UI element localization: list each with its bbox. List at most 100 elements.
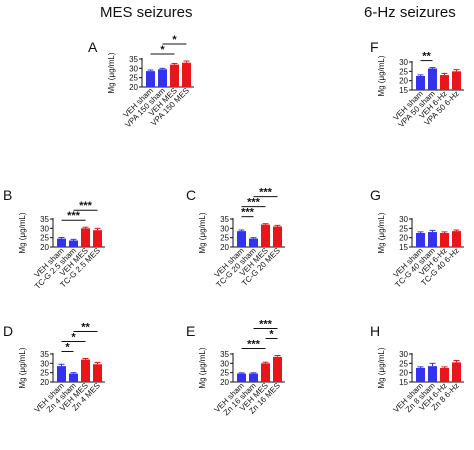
significance-label: * bbox=[160, 44, 165, 56]
y-axis-label: Mg (μg/mL) bbox=[198, 347, 207, 388]
y-tick-label: 15 bbox=[399, 378, 408, 387]
y-tick-label: 35 bbox=[40, 215, 49, 224]
panel-letter: G bbox=[370, 187, 381, 203]
bar-4 bbox=[93, 230, 102, 247]
y-tick-label: 30 bbox=[220, 224, 229, 233]
y-axis-label: Mg (μg/mL) bbox=[107, 52, 116, 93]
bar-3 bbox=[440, 368, 449, 382]
y-tick-label: 25 bbox=[399, 67, 408, 76]
significance-label: *** bbox=[259, 318, 273, 330]
panel-letter: E bbox=[186, 323, 195, 339]
bar-4 bbox=[452, 231, 461, 247]
significance-label: *** bbox=[67, 210, 81, 222]
bar-1 bbox=[146, 71, 155, 87]
bar-4 bbox=[182, 62, 191, 87]
bar-4 bbox=[452, 362, 461, 382]
y-tick-label: 25 bbox=[399, 359, 408, 368]
y-tick-label: 20 bbox=[220, 378, 229, 387]
significance-label: *** bbox=[247, 197, 261, 209]
y-tick-label: 20 bbox=[220, 243, 229, 252]
significance-label: * bbox=[269, 328, 274, 340]
bar-4 bbox=[273, 356, 282, 382]
y-tick-label: 25 bbox=[40, 369, 49, 378]
y-axis-label: Mg (μg/mL) bbox=[18, 347, 27, 388]
significance-label: * bbox=[65, 341, 70, 353]
y-axis-label: Mg (μg/mL) bbox=[377, 55, 386, 96]
y-tick-label: 15 bbox=[399, 86, 408, 95]
bar-1 bbox=[416, 233, 425, 247]
panel-letter: C bbox=[186, 187, 196, 203]
significance-label: ** bbox=[422, 51, 431, 63]
section-title-6hz: 6-Hz seizures bbox=[364, 4, 456, 21]
bar-1 bbox=[237, 373, 246, 382]
y-tick-label: 30 bbox=[399, 58, 408, 67]
panel-letter: A bbox=[88, 39, 98, 55]
bar-2 bbox=[249, 238, 258, 247]
y-tick-label: 20 bbox=[399, 234, 408, 243]
bar-3 bbox=[261, 224, 270, 247]
y-axis-label: Mg (μg/mL) bbox=[198, 212, 207, 253]
bar-1 bbox=[57, 366, 66, 382]
bar-2 bbox=[428, 232, 437, 247]
significance-label: *** bbox=[247, 338, 261, 350]
bar-3 bbox=[81, 359, 90, 382]
bar-2 bbox=[428, 366, 437, 382]
significance-label: * bbox=[172, 34, 177, 46]
y-tick-label: 30 bbox=[40, 359, 49, 368]
y-tick-label: 20 bbox=[40, 243, 49, 252]
bar-2 bbox=[69, 373, 78, 382]
y-axis-label: Mg (μg/mL) bbox=[18, 212, 27, 253]
y-tick-label: 35 bbox=[220, 350, 229, 359]
y-tick-label: 20 bbox=[129, 83, 138, 92]
y-tick-label: 25 bbox=[220, 369, 229, 378]
y-tick-label: 15 bbox=[399, 243, 408, 252]
bar-3 bbox=[261, 363, 270, 382]
y-tick-label: 25 bbox=[40, 234, 49, 243]
y-tick-label: 20 bbox=[399, 369, 408, 378]
bar-2 bbox=[158, 69, 167, 87]
y-tick-label: 30 bbox=[399, 350, 408, 359]
bar-1 bbox=[237, 231, 246, 247]
significance-label: *** bbox=[241, 207, 255, 219]
y-tick-label: 30 bbox=[129, 64, 138, 73]
significance-label: * bbox=[71, 331, 76, 343]
y-tick-label: 30 bbox=[40, 224, 49, 233]
y-tick-label: 30 bbox=[399, 215, 408, 224]
bar-3 bbox=[81, 228, 90, 247]
y-tick-label: 25 bbox=[399, 224, 408, 233]
panel-letter: H bbox=[370, 323, 380, 339]
bar-4 bbox=[93, 364, 102, 382]
bar-2 bbox=[249, 373, 258, 382]
y-tick-label: 25 bbox=[220, 234, 229, 243]
bar-3 bbox=[170, 64, 179, 87]
y-tick-label: 25 bbox=[129, 74, 138, 83]
y-axis-label: Mg (μg/mL) bbox=[377, 347, 386, 388]
panel-letter: B bbox=[3, 187, 12, 203]
bar-1 bbox=[57, 238, 66, 247]
bar-3 bbox=[440, 75, 449, 90]
bar-1 bbox=[416, 76, 425, 90]
y-axis-label: Mg (μg/mL) bbox=[377, 212, 386, 253]
y-tick-label: 35 bbox=[220, 215, 229, 224]
panel-letter: F bbox=[370, 39, 379, 55]
significance-label: *** bbox=[79, 200, 93, 212]
y-tick-label: 20 bbox=[40, 378, 49, 387]
y-tick-label: 35 bbox=[129, 55, 138, 64]
y-tick-label: 30 bbox=[220, 359, 229, 368]
significance-label: ** bbox=[81, 321, 90, 333]
bar-4 bbox=[452, 71, 461, 90]
significance-label: *** bbox=[259, 187, 273, 199]
y-tick-label: 35 bbox=[40, 350, 49, 359]
bar-2 bbox=[69, 240, 78, 247]
section-title-mes: MES seizures bbox=[100, 4, 193, 21]
y-tick-label: 20 bbox=[399, 77, 408, 86]
